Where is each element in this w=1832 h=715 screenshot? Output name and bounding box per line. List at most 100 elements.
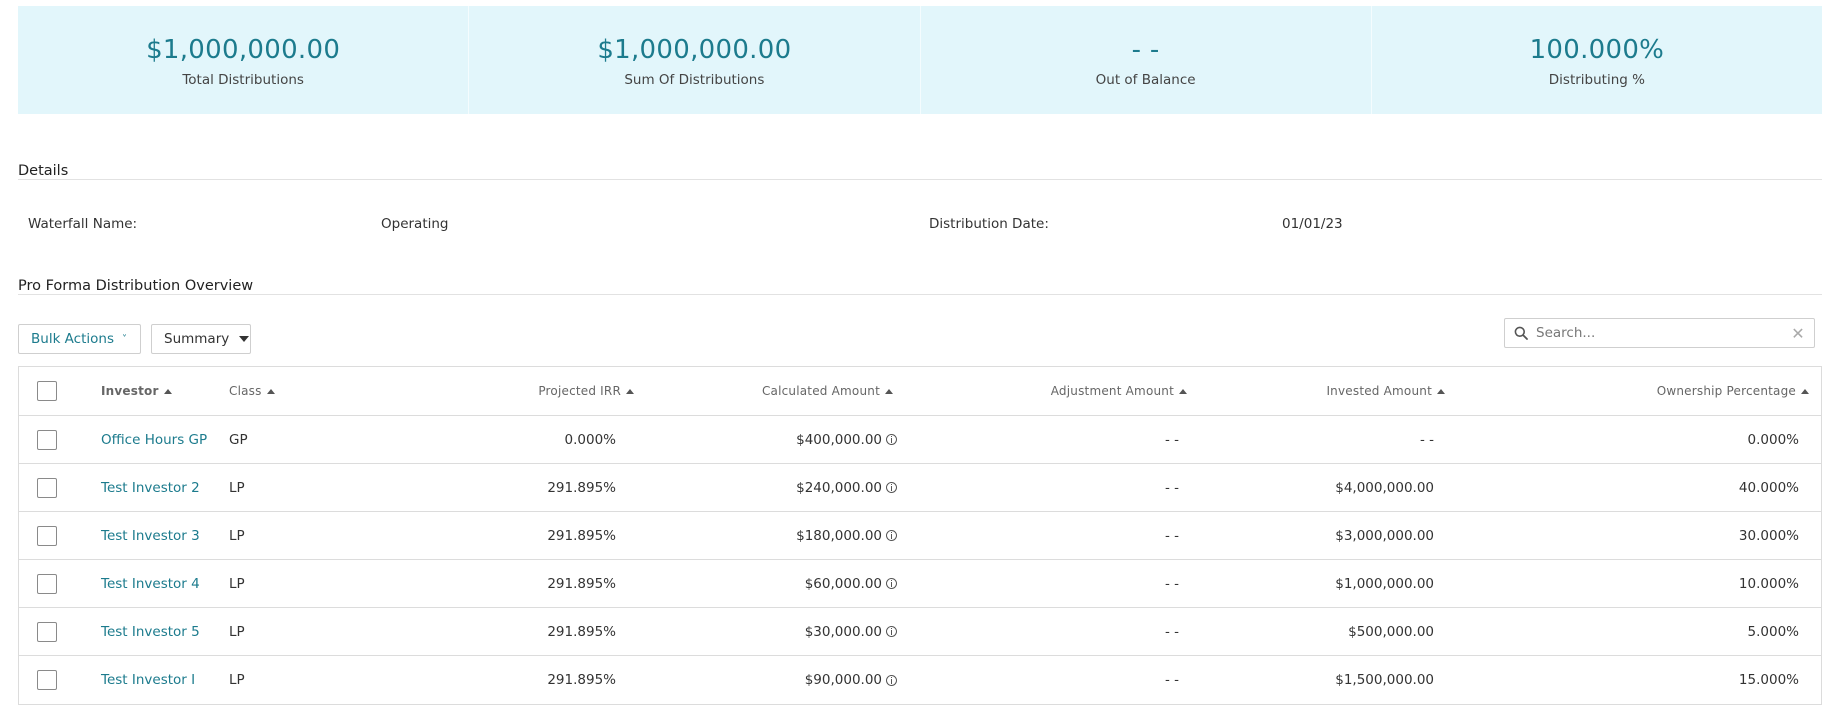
column-header-calculated-amount[interactable]: Calculated Amount	[762, 367, 893, 415]
sort-up-icon	[885, 388, 893, 394]
adjustment-amount-cell: - -	[1164, 431, 1179, 448]
class-cell: LP	[229, 672, 245, 688]
stat-label: Sum Of Distributions	[624, 72, 765, 88]
sort-up-icon	[1437, 388, 1445, 394]
stat-value: $1,000,000.00	[597, 35, 792, 65]
stat-value: 100.000%	[1529, 35, 1665, 65]
calculated-amount-value: $400,000.00	[796, 431, 882, 448]
column-header-invested-amount[interactable]: Invested Amount	[1326, 367, 1445, 415]
irr-cell: 291.895%	[547, 479, 616, 496]
stat-total-distributions: $1,000,000.00 Total Distributions	[18, 6, 470, 114]
stat-value: - -	[1131, 35, 1160, 65]
stat-out-of-balance: - - Out of Balance	[921, 6, 1372, 114]
column-header-class[interactable]: Class	[229, 367, 275, 415]
calculated-amount-value: $30,000.00	[804, 623, 882, 640]
row-checkbox[interactable]	[37, 622, 57, 642]
irr-cell: 291.895%	[547, 575, 616, 592]
investor-link[interactable]: Test Investor I	[101, 672, 196, 688]
table-row: Test Investor 3 LP 291.895% $180,000.00 …	[19, 512, 1821, 560]
stat-value: $1,000,000.00	[146, 35, 341, 65]
info-icon[interactable]	[886, 674, 897, 686]
select-all-checkbox[interactable]	[37, 381, 57, 401]
class-cell: LP	[229, 623, 245, 640]
sort-up-icon	[1801, 388, 1809, 394]
column-header-label: Ownership Percentage	[1656, 384, 1796, 398]
calculated-amount-cell: $60,000.00	[805, 560, 897, 607]
column-header-label: Calculated Amount	[761, 384, 880, 398]
invested-amount-cell: $4,000,000.00	[1335, 479, 1434, 496]
calculated-amount-value: $240,000.00	[796, 479, 882, 496]
sort-up-icon	[626, 388, 634, 394]
ownership-percentage-cell: 10.000%	[1738, 575, 1799, 592]
invested-amount-cell: $1,500,000.00	[1335, 672, 1434, 688]
column-header-investor[interactable]: Investor	[101, 367, 172, 415]
column-header-label: Investor	[101, 384, 159, 398]
calculated-amount-cell: $90,000.00	[805, 656, 897, 704]
column-header-ownership-percentage[interactable]: Ownership Percentage	[1657, 367, 1809, 415]
table-row: Test Investor I LP 291.895% $90,000.00 -…	[19, 656, 1821, 704]
sort-up-icon	[266, 388, 275, 394]
calculated-amount-value: $180,000.00	[796, 527, 882, 544]
row-checkbox[interactable]	[37, 526, 57, 546]
investor-link[interactable]: Test Investor 3	[101, 527, 200, 544]
calculated-amount-value: $90,000.00	[804, 672, 882, 688]
column-header-adjustment-amount[interactable]: Adjustment Amount	[1051, 367, 1187, 415]
invested-amount-cell: $500,000.00	[1348, 623, 1434, 640]
caret-down-icon	[239, 336, 250, 342]
invested-amount-cell: - -	[1419, 431, 1434, 448]
info-icon[interactable]	[886, 482, 897, 493]
ownership-percentage-cell: 15.000%	[1738, 672, 1799, 688]
info-icon[interactable]	[886, 530, 897, 541]
calculated-amount-cell: $30,000.00	[805, 608, 897, 655]
investor-link[interactable]: Test Investor 5	[101, 623, 200, 640]
calculated-amount-cell: $240,000.00	[796, 464, 897, 511]
column-header-label: Projected IRR	[538, 384, 621, 398]
invested-amount-cell: $1,000,000.00	[1335, 575, 1434, 592]
search-input[interactable]	[1536, 320, 1788, 346]
irr-cell: 0.000%	[564, 431, 616, 448]
table-header-row: Investor Class Projected IRR Calculated …	[19, 367, 1821, 416]
chevron-down-icon: ˅	[122, 333, 127, 345]
class-cell: LP	[229, 575, 245, 592]
bulk-actions-label: Bulk Actions	[31, 331, 114, 347]
bulk-actions-button[interactable]: Bulk Actions ˅	[18, 324, 141, 354]
distribution-date-label: Distribution Date:	[929, 216, 1049, 232]
row-checkbox[interactable]	[37, 670, 57, 690]
sort-up-icon	[1179, 388, 1187, 394]
ownership-percentage-cell: 40.000%	[1738, 479, 1799, 496]
table-row: Test Investor 2 LP 291.895% $240,000.00 …	[19, 464, 1821, 512]
summary-view-select[interactable]: Summary	[151, 324, 251, 354]
adjustment-amount-cell: - -	[1164, 479, 1179, 496]
column-header-label: Class	[229, 384, 262, 398]
distribution-date-value: 01/01/23	[1282, 216, 1343, 232]
clear-search-icon[interactable]: ✕	[1791, 323, 1805, 343]
info-icon[interactable]	[886, 578, 897, 589]
irr-cell: 291.895%	[547, 527, 616, 544]
calculated-amount-value: $60,000.00	[804, 575, 882, 592]
waterfall-name-value: Operating	[381, 216, 449, 232]
details-divider	[18, 179, 1822, 180]
stat-label: Total Distributions	[182, 72, 304, 88]
row-checkbox[interactable]	[37, 478, 57, 498]
row-checkbox[interactable]	[37, 574, 57, 594]
ownership-percentage-cell: 5.000%	[1747, 623, 1799, 640]
overview-divider	[18, 294, 1822, 295]
column-header-projected-irr[interactable]: Projected IRR	[538, 367, 634, 415]
stat-distributing-percent: 100.000% Distributing %	[1372, 6, 1822, 114]
table-row: Office Hours GP GP 0.000% $400,000.00 - …	[19, 416, 1821, 464]
distribution-table: Investor Class Projected IRR Calculated …	[18, 366, 1822, 705]
info-icon[interactable]	[886, 626, 897, 637]
investor-link[interactable]: Office Hours GP	[101, 431, 208, 448]
table-row: Test Investor 4 LP 291.895% $60,000.00 -…	[19, 560, 1821, 608]
calculated-amount-cell: $400,000.00	[796, 416, 897, 463]
investor-link[interactable]: Test Investor 4	[101, 575, 200, 592]
investor-link[interactable]: Test Investor 2	[101, 479, 200, 496]
info-icon[interactable]	[886, 434, 897, 445]
sort-up-icon	[163, 388, 172, 394]
adjustment-amount-cell: - -	[1164, 575, 1179, 592]
row-checkbox[interactable]	[37, 430, 57, 450]
column-header-label: Adjustment Amount	[1050, 384, 1174, 398]
stat-label: Out of Balance	[1095, 72, 1196, 88]
class-cell: LP	[229, 479, 245, 496]
search-box: ✕	[1504, 318, 1815, 348]
